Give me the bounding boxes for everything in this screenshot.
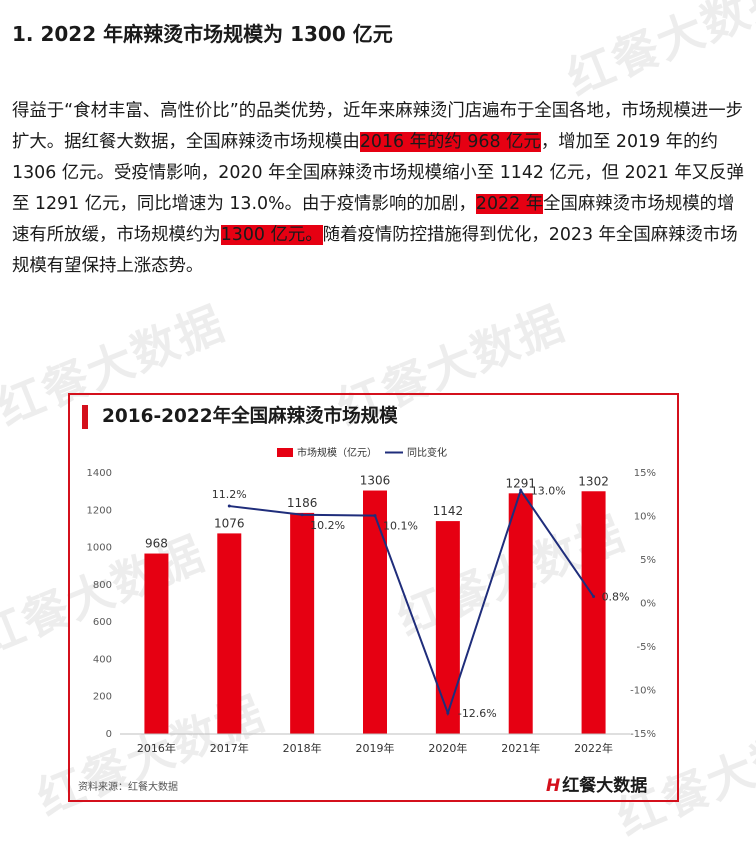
bar bbox=[508, 493, 533, 734]
x-tick-label: 2017年 bbox=[210, 741, 249, 755]
bar-value-label: 1291 bbox=[505, 476, 536, 490]
x-tick-label: 2016年 bbox=[137, 741, 176, 755]
yoy-value-label: 0.8% bbox=[602, 591, 630, 604]
yoy-value-label: 13.0% bbox=[531, 484, 566, 497]
highlight-text: 2022 年 bbox=[475, 194, 544, 214]
chart-container: 2016-2022年全国麻辣烫市场规模 0 200 400 600 800 1000 120… bbox=[68, 393, 679, 802]
y-left-tick-label: 800 bbox=[93, 580, 112, 591]
bar-value-label: 968 bbox=[145, 537, 168, 551]
bar bbox=[217, 533, 242, 734]
yoy-value-label: 10.1% bbox=[383, 520, 418, 533]
highlight-text: 1300 亿元。 bbox=[220, 225, 323, 245]
legend-bar-swatch bbox=[277, 448, 293, 457]
bar bbox=[363, 490, 387, 734]
y-left-tick-label: 400 bbox=[93, 654, 112, 665]
yoy-value-label: 11.2% bbox=[212, 488, 247, 501]
paragraph-text: 得益于“食材丰富、高性价比”的品类优势，近年来麻辣烫门店遍布于全国各地，市场规模… bbox=[12, 101, 744, 152]
bar bbox=[144, 553, 169, 734]
y-right-tick-label: 5% bbox=[640, 555, 656, 566]
legend-line-label: 同比变化 bbox=[407, 446, 447, 459]
y-left-tick-label: 600 bbox=[93, 617, 112, 628]
bar bbox=[581, 491, 606, 734]
y-left-tick-label: 1000 bbox=[87, 543, 112, 554]
watermark: 红餐大数据 bbox=[559, 0, 756, 106]
source-note: 资料来源：红餐大数据 bbox=[78, 782, 178, 793]
x-tick-label: 2018年 bbox=[283, 741, 322, 755]
y-right-tick-label: -5% bbox=[637, 642, 656, 653]
brand-mark-icon: H bbox=[546, 776, 561, 796]
y-right-tick-label: 15% bbox=[634, 468, 656, 479]
combo-chart: 0 200 400 600 800 1000 1200 1400 -15% -10% -5% 0% 5%… bbox=[87, 446, 656, 755]
y-left-tick-label: 200 bbox=[93, 692, 112, 703]
bar-value-label: 1076 bbox=[214, 516, 245, 530]
highlight-text: 2016 年的约 968 亿元 bbox=[359, 132, 541, 152]
y-right-tick-label: 0% bbox=[640, 599, 656, 610]
chart-title: 2016-2022年全国麻辣烫市场规模 bbox=[82, 405, 398, 429]
legend-bar-label: 市场规模（亿元） bbox=[297, 446, 377, 459]
yoy-value-label: -12.6% bbox=[458, 707, 497, 720]
yoy-point bbox=[592, 595, 596, 599]
yoy-point bbox=[519, 488, 523, 492]
y-left-tick-label: 0 bbox=[106, 729, 112, 740]
section-heading: 1. 2022 年麻辣烫市场规模为 1300 亿元 bbox=[12, 22, 393, 46]
yoy-point bbox=[227, 504, 231, 508]
body-paragraph: 得益于“食材丰富、高性价比”的品类优势，近年来麻辣烫门店遍布于全国各地，市场规模… bbox=[12, 96, 746, 282]
y-left-tick-label: 1400 bbox=[87, 468, 112, 479]
y-right-tick-label: 10% bbox=[634, 512, 656, 523]
brand-logo: H 红餐大数据 bbox=[546, 771, 647, 796]
paragraph-text: ，增加至 2019 年的约 1306 亿元。受疫情影响，2020 年全国麻辣烫市… bbox=[12, 132, 744, 214]
x-tick-label: 2020年 bbox=[428, 741, 467, 755]
yoy-point bbox=[446, 711, 450, 715]
y-right-tick-label: -15% bbox=[630, 729, 656, 740]
yoy-point bbox=[300, 513, 304, 517]
y-right-tick-label: -10% bbox=[630, 686, 656, 697]
x-tick-label: 2022年 bbox=[574, 741, 613, 755]
yoy-point bbox=[373, 514, 377, 518]
y-left-tick-label: 1200 bbox=[87, 505, 112, 516]
yoy-line bbox=[229, 488, 595, 717]
bar-value-label: 1302 bbox=[578, 474, 609, 488]
x-tick-label: 2021年 bbox=[501, 741, 540, 755]
bar-value-label: 1306 bbox=[360, 474, 391, 488]
x-tick-label: 2019年 bbox=[356, 741, 395, 755]
bar-value-label: 1186 bbox=[287, 496, 318, 510]
paragraph-text: 全国麻辣烫市场规模的增速有所放缓，市场规模约为 bbox=[12, 194, 735, 245]
bar-value-label: 1142 bbox=[433, 504, 464, 518]
paragraph-text: 随着疫情防控措施得到优化，2023 年全国麻辣烫市场规模有望保持上涨态势。 bbox=[12, 225, 738, 276]
yoy-value-label: 10.2% bbox=[310, 519, 345, 532]
bar bbox=[290, 512, 315, 734]
brand-text: 红餐大数据 bbox=[562, 776, 648, 796]
bar bbox=[435, 521, 460, 734]
